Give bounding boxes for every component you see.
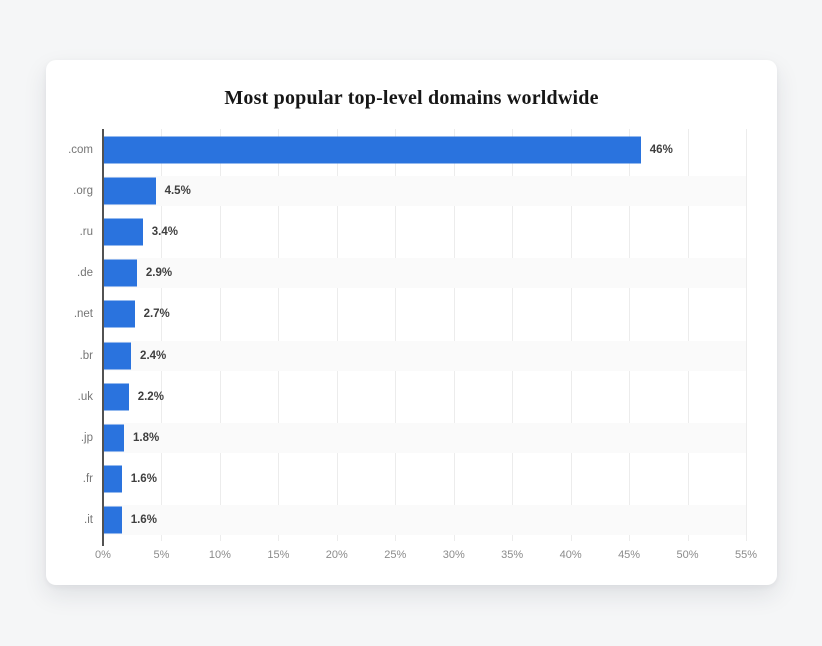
plot-area: 46% 4.5% 3.4% 2.9% 2.7% 2.4% 2.2% 1.8% 1.6% 1.6%: [102, 129, 747, 546]
category-label-br: .br: [79, 349, 93, 362]
category-label-jp: .jp: [80, 431, 93, 444]
value-label-fr: 1.6%: [130, 473, 157, 486]
chart-card: Most popular top-level domains worldwide…: [46, 60, 777, 585]
gridline-15%: [278, 129, 280, 541]
chart-row-jp: 1.8%: [103, 417, 746, 458]
row-stripe: [103, 422, 746, 453]
chart-row-uk: 2.2%: [103, 376, 746, 417]
bar-de: [103, 259, 137, 287]
x-tick-15%: 15%: [267, 549, 290, 561]
value-label-br: 2.4%: [140, 349, 167, 362]
bar-jp: [103, 424, 125, 452]
category-label-com: .com: [68, 143, 93, 156]
chart-row-ru: 3.4%: [103, 211, 746, 252]
category-label-org: .org: [73, 184, 93, 197]
gridline-30%: [453, 129, 455, 541]
value-label-org: 4.5%: [164, 184, 191, 197]
chart-row-fr: 1.6%: [103, 459, 746, 500]
category-label-it: .it: [84, 514, 93, 527]
x-tick-40%: 40%: [559, 549, 582, 561]
chart-row-org: 4.5%: [103, 170, 746, 211]
value-label-com: 46%: [649, 143, 673, 156]
x-tick-5%: 5%: [153, 549, 170, 561]
category-axis-labels: .com .org .ru .de .net .br .uk .jp .fr .it: [46, 129, 93, 541]
chart-row-com: 46%: [103, 129, 746, 170]
row-stripe: [103, 340, 746, 371]
value-label-it: 1.6%: [130, 514, 157, 527]
gridline-20%: [336, 129, 338, 541]
x-axis-tick-labels: 0% 5% 10% 15% 20% 25% 30% 35% 40% 45% 50% 55%: [95, 549, 757, 565]
x-tick-50%: 50%: [676, 549, 699, 561]
category-label-net: .net: [73, 308, 93, 321]
gridline-10%: [219, 129, 221, 541]
chart-row-net: 2.7%: [103, 294, 746, 335]
bar-org: [103, 177, 156, 205]
x-tick-55%: 55%: [734, 549, 758, 561]
gridline-40%: [570, 129, 572, 541]
category-label-uk: .uk: [77, 390, 93, 403]
chart-row-it: 1.6%: [103, 500, 746, 541]
gridline-50%: [687, 129, 689, 541]
bar-it: [103, 506, 122, 534]
gridline-35%: [512, 129, 514, 541]
gridline-45%: [629, 129, 631, 541]
value-label-net: 2.7%: [143, 308, 170, 321]
category-label-de: .de: [77, 267, 93, 280]
bar-ru: [103, 218, 143, 246]
gridline-5%: [161, 129, 163, 541]
chart-row-de: 2.9%: [103, 253, 746, 294]
x-tick-25%: 25%: [384, 549, 407, 561]
category-label-ru: .ru: [79, 225, 93, 238]
x-tick-45%: 45%: [618, 549, 641, 561]
x-tick-30%: 30%: [442, 549, 465, 561]
x-tick-35%: 35%: [501, 549, 524, 561]
value-label-ru: 3.4%: [151, 225, 178, 238]
chart-row-br: 2.4%: [103, 335, 746, 376]
x-tick-10%: 10%: [208, 549, 231, 561]
category-label-fr: .fr: [82, 473, 93, 486]
gridline-55%: [746, 129, 747, 541]
row-stripe: [103, 175, 746, 206]
bar-com: [103, 136, 641, 164]
x-tick-0%: 0%: [95, 549, 111, 561]
row-stripe: [103, 258, 746, 289]
bar-fr: [103, 465, 122, 493]
value-label-jp: 1.8%: [133, 431, 160, 444]
bar-net: [103, 300, 135, 328]
bar-uk: [103, 383, 129, 411]
gridline-25%: [395, 129, 397, 541]
value-label-de: 2.9%: [145, 267, 173, 280]
bar-br: [103, 342, 132, 370]
value-label-uk: 2.2%: [137, 390, 164, 403]
row-stripe: [103, 505, 746, 536]
y-axis-line: [102, 129, 104, 546]
x-tick-20%: 20%: [325, 549, 348, 561]
chart-title: Most popular top-level domains worldwide: [224, 87, 599, 109]
